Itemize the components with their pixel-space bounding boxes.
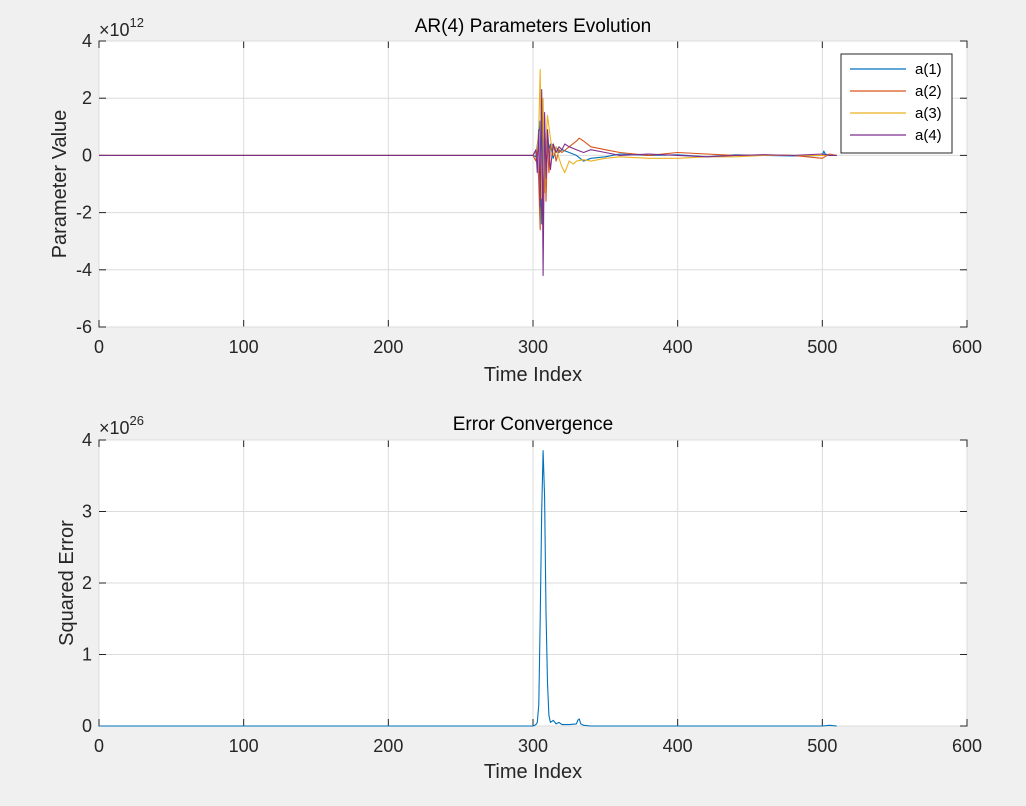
x-tick-label: 0 bbox=[94, 736, 104, 756]
x-tick-label: 400 bbox=[663, 337, 693, 357]
y-tick-label: 1 bbox=[82, 645, 92, 665]
x-tick-label: 500 bbox=[807, 736, 837, 756]
x-tick-label: 600 bbox=[952, 337, 982, 357]
legend: a(1) a(2) a(3) a(4) bbox=[840, 53, 953, 154]
x-tick-label: 300 bbox=[518, 337, 548, 357]
legend-items: a(1) a(2) a(3) a(4) bbox=[850, 61, 942, 144]
y-axis-label: Squared Error bbox=[56, 520, 78, 646]
y-tick-label: -2 bbox=[76, 203, 92, 223]
x-tick-label: 200 bbox=[373, 736, 403, 756]
x-axis-label: Time Index bbox=[484, 364, 582, 386]
y-axis-label: Parameter Value bbox=[49, 110, 71, 259]
y-tick-label: 0 bbox=[82, 145, 92, 165]
axes-parameters: 0 100 200 300 400 500 600 -6 -4 -2 0 2 4 AR(4) Param… bbox=[49, 15, 982, 386]
series-lines-error bbox=[99, 450, 837, 727]
series-line-a4 bbox=[99, 89, 837, 277]
x-tick-label: 400 bbox=[663, 736, 693, 756]
y-tick-label: -4 bbox=[76, 260, 92, 280]
y-tick-label: 2 bbox=[82, 573, 92, 593]
y-tick-label: -6 bbox=[76, 317, 92, 337]
series-line-error-0 bbox=[99, 450, 837, 727]
x-tick-label: 0 bbox=[94, 337, 104, 357]
grid-parameters bbox=[98, 40, 968, 328]
legend-box bbox=[840, 53, 953, 154]
x-tick-label: 200 bbox=[373, 337, 403, 357]
x-axis-label: Time Index bbox=[484, 761, 582, 783]
y-tick-label: 3 bbox=[82, 502, 92, 522]
legend-label: a(3) bbox=[915, 105, 942, 122]
x-tick-label: 100 bbox=[229, 337, 259, 357]
x-tick-label: 300 bbox=[518, 736, 548, 756]
x-tick-label: 600 bbox=[952, 736, 982, 756]
legend-label: a(4) bbox=[915, 127, 942, 144]
x-tick-label: 100 bbox=[229, 736, 259, 756]
chart-title: Error Convergence bbox=[453, 414, 614, 435]
chart-title: AR(4) Parameters Evolution bbox=[415, 16, 652, 37]
axes-error: 0 100 200 300 400 500 600 0 1 2 3 4 Error Convergen… bbox=[56, 413, 982, 783]
legend-label: a(1) bbox=[915, 61, 942, 78]
y-multiplier: ×1026 bbox=[99, 413, 144, 438]
y-tick-label: 4 bbox=[82, 31, 92, 51]
y-tick-label: 0 bbox=[82, 716, 92, 736]
y-tick-label: 4 bbox=[82, 430, 92, 450]
series-lines-parameters bbox=[99, 69, 837, 277]
x-tick-label: 500 bbox=[807, 337, 837, 357]
y-tick-label: 2 bbox=[82, 88, 92, 108]
y-multiplier: ×1012 bbox=[99, 15, 144, 40]
legend-label: a(2) bbox=[915, 83, 942, 100]
tick-labels-parameters: 0 100 200 300 400 500 600 -6 -4 -2 0 2 4 bbox=[76, 31, 982, 357]
tick-labels-error: 0 100 200 300 400 500 600 0 1 2 3 4 bbox=[82, 430, 982, 756]
